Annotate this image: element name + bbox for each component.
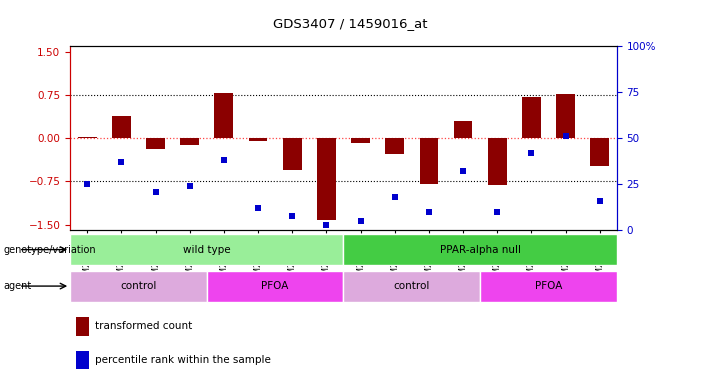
Text: percentile rank within the sample: percentile rank within the sample (95, 355, 271, 365)
Point (81, 181, 93, 187)
Text: genotype/variation: genotype/variation (4, 245, 96, 255)
Bar (249, 138, 268, 141)
Bar (522, 97, 541, 138)
Point (150, 189, 161, 195)
Bar (70, 270, 207, 302)
Bar (419, 138, 438, 184)
Point (560, 133, 571, 139)
Bar (76, 351, 89, 369)
Bar (70, 234, 343, 265)
Point (594, 198, 606, 204)
Bar (112, 116, 131, 138)
Point (218, 157, 229, 164)
Bar (146, 138, 165, 149)
Text: agent: agent (4, 281, 32, 291)
Bar (480, 270, 617, 302)
Text: wild type: wild type (183, 245, 231, 255)
Bar (180, 138, 199, 145)
Bar (454, 121, 472, 138)
Bar (386, 138, 404, 154)
Point (184, 183, 196, 189)
Bar (317, 138, 336, 220)
Bar (556, 94, 575, 138)
Bar (76, 317, 89, 336)
Bar (351, 138, 370, 143)
Point (116, 159, 127, 165)
Bar (343, 270, 480, 302)
Point (321, 222, 332, 228)
Bar (215, 93, 233, 138)
Point (458, 168, 469, 174)
Bar (488, 138, 507, 185)
Text: control: control (121, 281, 156, 291)
Bar (283, 138, 301, 170)
Text: PFOA: PFOA (535, 281, 562, 291)
Text: control: control (394, 281, 430, 291)
Point (526, 150, 537, 156)
Point (287, 213, 298, 219)
Text: PFOA: PFOA (261, 281, 289, 291)
Point (252, 205, 264, 211)
Point (491, 209, 503, 215)
Text: GDS3407 / 1459016_at: GDS3407 / 1459016_at (273, 17, 428, 30)
Point (423, 209, 435, 215)
Bar (590, 138, 609, 166)
Bar (343, 234, 617, 265)
Bar (207, 270, 343, 302)
Text: PPAR-alpha null: PPAR-alpha null (440, 245, 521, 255)
Point (355, 218, 366, 224)
Bar (78, 137, 97, 138)
Text: transformed count: transformed count (95, 321, 192, 331)
Point (389, 194, 400, 200)
